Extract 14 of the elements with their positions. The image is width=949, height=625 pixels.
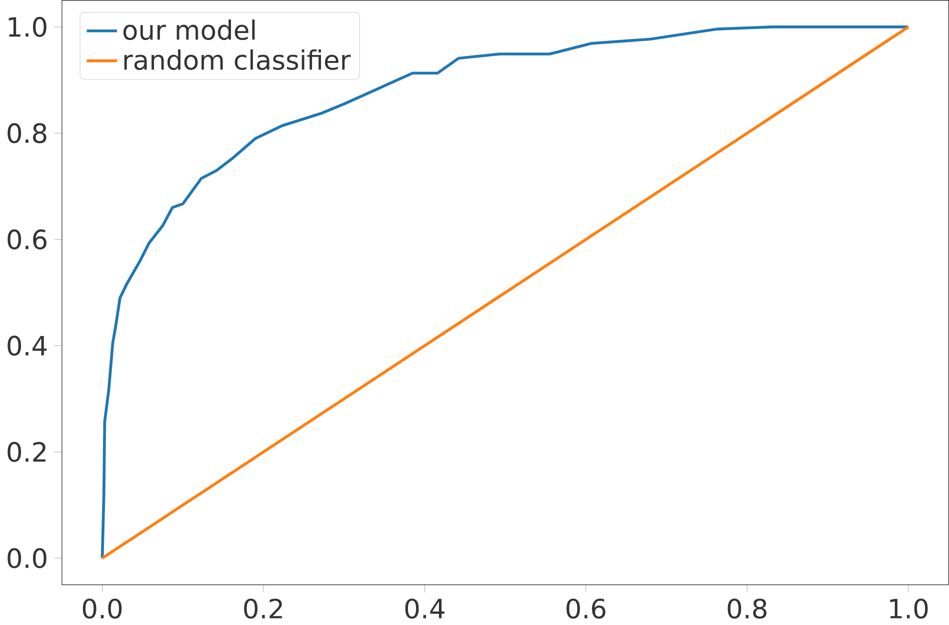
x-tick-label: 0.8 xyxy=(728,598,766,619)
y-tick-label: 0.6 xyxy=(8,230,46,250)
y-tick-label: 0.4 xyxy=(8,336,47,356)
y-tick-label: 0.2 xyxy=(8,442,46,462)
y-tick-label: 0.8 xyxy=(8,123,46,144)
x-tick-label: 0.0 xyxy=(82,598,122,619)
x-tick-label: 0.4 xyxy=(405,598,444,619)
legend-label: random classifier xyxy=(124,50,351,70)
y-tick-label: 0.0 xyxy=(8,548,46,568)
legend-label: our model xyxy=(123,20,255,40)
x-tick-label: 0.6 xyxy=(566,598,606,619)
x-tick-label: 1.0 xyxy=(890,598,928,619)
y-tick-label: 1.0 xyxy=(8,17,46,38)
x-tick-label: 0.2 xyxy=(244,598,282,619)
